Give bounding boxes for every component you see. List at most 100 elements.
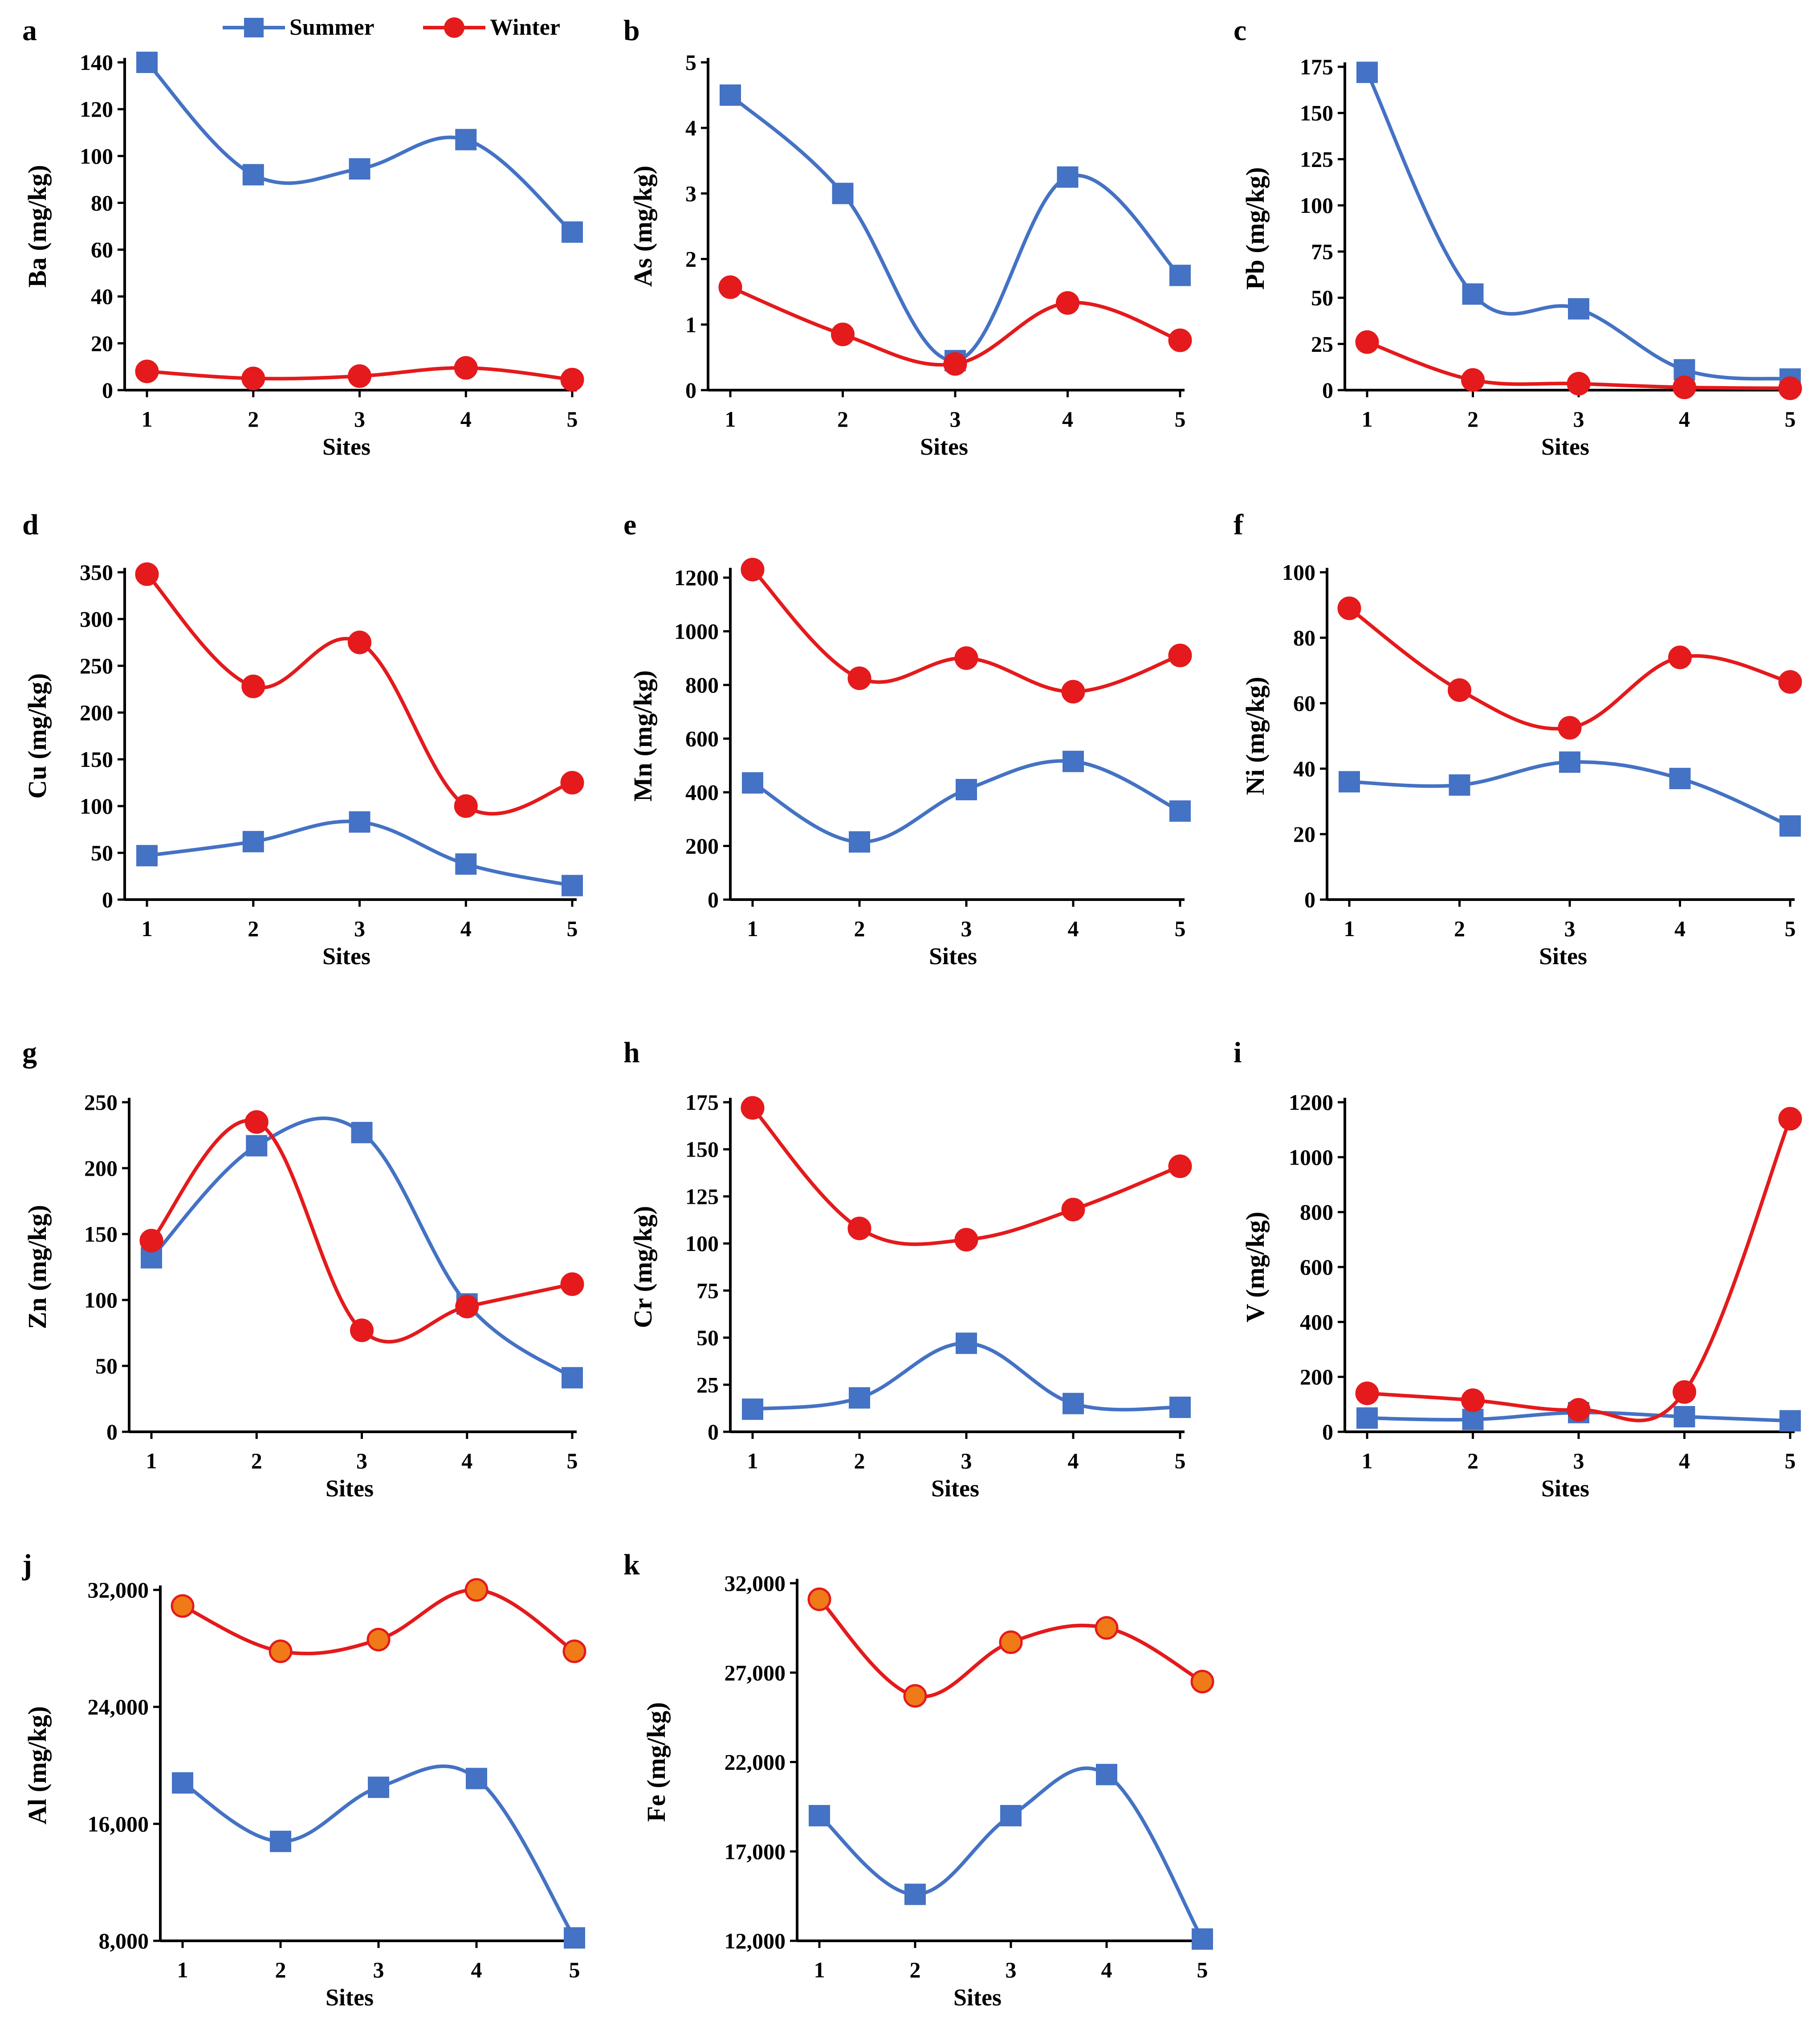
summer-marker-e-1 [742, 772, 763, 794]
y-tick-label-k: 17,000 [725, 1839, 786, 1864]
winter-marker-e-3 [954, 646, 978, 670]
winter-marker-f-5 [1778, 670, 1802, 694]
x-tick-label-g: 4 [461, 1448, 472, 1473]
y-tick-label-g: 100 [84, 1288, 118, 1312]
summer-marker-k-1 [809, 1805, 830, 1826]
y-tick-label-i: 1000 [1289, 1145, 1333, 1169]
y-tick-label-h: 50 [696, 1325, 719, 1350]
legend-summer-label: Summer [289, 15, 375, 40]
summer-marker-k-4 [1096, 1764, 1117, 1785]
y-tick-label-c: 25 [1311, 331, 1333, 356]
winter-marker-j-4 [464, 1578, 489, 1602]
summer-marker-e-5 [1169, 800, 1191, 822]
y-tick-label-i: 400 [1300, 1309, 1333, 1334]
x-tick-label-b: 5 [1175, 407, 1186, 432]
winter-marker-d-4 [454, 794, 478, 818]
winter-marker-i-3 [1567, 1398, 1591, 1422]
winter-marker-c-1 [1355, 330, 1379, 354]
x-tick-label-e: 4 [1068, 916, 1079, 941]
summer-marker-c-3 [1568, 298, 1589, 320]
x-tick-label-k: 3 [1006, 1957, 1017, 1982]
winter-marker-c-4 [1673, 375, 1696, 399]
winter-marker-b-1 [718, 275, 742, 299]
summer-marker-c-2 [1462, 283, 1484, 305]
summer-marker-g-5 [562, 1367, 583, 1389]
x-tick-label-d: 1 [142, 916, 153, 941]
y-tick-label-k: 32,000 [725, 1571, 786, 1596]
panel-letter-d: d [22, 509, 39, 541]
y-tick-label-i: 600 [1300, 1255, 1333, 1279]
series-line-summer-k [818, 1766, 1204, 1940]
y-tick-label-f: 0 [1304, 887, 1315, 912]
x-tick-label-d: 4 [460, 916, 472, 941]
summer-marker-b-4 [1057, 166, 1079, 188]
winter-marker-g-1 [139, 1229, 163, 1253]
winter-marker-k-3 [999, 1630, 1023, 1654]
panel-letter-c: c [1234, 14, 1246, 47]
y-tick-label-j: 32,000 [88, 1577, 149, 1602]
winter-marker-f-2 [1448, 678, 1471, 702]
y-tick-label-b: 2 [685, 247, 696, 272]
x-tick-label-d: 3 [354, 916, 365, 941]
series-line-winter-i [1367, 1118, 1792, 1422]
legend-winter-marker [444, 17, 464, 38]
y-tick-label-f: 20 [1293, 822, 1315, 847]
x-tick-label-d: 5 [567, 916, 578, 941]
x-tick-label-h: 1 [747, 1448, 758, 1473]
y-axis-label-e: Mn (mg/kg) [628, 670, 657, 802]
summer-marker-k-3 [1000, 1805, 1022, 1826]
series-line-summer-b [729, 94, 1181, 363]
legend-summer-marker [244, 18, 264, 37]
summer-marker-i-5 [1779, 1410, 1801, 1432]
x-tick-label-i: 1 [1362, 1448, 1373, 1473]
y-tick-label-a: 140 [80, 50, 113, 75]
y-tick-label-e: 200 [685, 834, 719, 859]
x-axis-label-h: Sites [931, 1475, 979, 1502]
x-tick-label-d: 2 [248, 916, 259, 941]
x-tick-label-i: 2 [1467, 1448, 1478, 1473]
winter-marker-b-2 [831, 322, 855, 346]
series-line-winter-f [1348, 607, 1791, 731]
x-tick-label-a: 3 [354, 407, 365, 432]
y-axis-label-f: Ni (mg/kg) [1241, 677, 1270, 795]
y-tick-label-d: 250 [80, 653, 113, 678]
summer-marker-b-1 [720, 84, 741, 106]
winter-marker-c-2 [1461, 368, 1485, 392]
y-tick-label-i: 200 [1300, 1365, 1333, 1389]
panel-b: b 0 1 2 3 4 5 1 2 3 4 5 Sites As (mg/kg) [623, 14, 1192, 460]
y-tick-label-i: 800 [1300, 1200, 1333, 1225]
winter-marker-k-2 [903, 1684, 927, 1708]
x-axis-label-i: Sites [1541, 1475, 1589, 1502]
panel-f: f 0 20 40 60 80 100 1 2 3 4 5 Sites Ni (mg/kg) [1234, 509, 1802, 970]
y-tick-label-e: 600 [685, 726, 719, 751]
x-tick-label-b: 3 [950, 407, 961, 432]
winter-marker-e-5 [1168, 644, 1192, 668]
x-tick-label-k: 2 [910, 1957, 921, 1982]
x-tick-label-h: 3 [961, 1448, 972, 1473]
y-axis-label-j: Al (mg/kg) [23, 1706, 52, 1825]
summer-marker-j-4 [466, 1768, 487, 1789]
x-tick-label-a: 4 [460, 407, 472, 432]
summer-marker-i-4 [1673, 1406, 1695, 1428]
x-tick-label-e: 3 [961, 916, 972, 941]
x-tick-label-j: 3 [373, 1957, 384, 1982]
winter-marker-a-4 [454, 356, 478, 380]
summer-marker-j-3 [368, 1776, 389, 1798]
y-tick-label-g: 50 [95, 1353, 118, 1378]
winter-marker-d-5 [560, 771, 584, 795]
winter-marker-h-4 [1061, 1198, 1085, 1222]
y-axis-label-i: V (mg/kg) [1241, 1212, 1270, 1323]
panel-d: d 0 50 100 150 200 250 300 350 1 2 3 4 5 Sites Cu (mg/k… [22, 509, 584, 970]
winter-marker-k-5 [1190, 1670, 1214, 1694]
y-tick-label-i: 1200 [1289, 1090, 1333, 1115]
x-axis-label-f: Sites [1539, 943, 1587, 970]
summer-marker-c-1 [1356, 61, 1378, 83]
x-tick-label-f: 5 [1785, 916, 1796, 941]
y-tick-label-k: 12,000 [725, 1928, 786, 1953]
y-axis-label-h: Cr (mg/kg) [628, 1206, 657, 1328]
y-tick-label-f: 60 [1293, 691, 1315, 716]
y-tick-label-d: 50 [91, 840, 113, 865]
y-tick-label-d: 150 [80, 747, 113, 772]
summer-marker-d-2 [242, 831, 264, 852]
